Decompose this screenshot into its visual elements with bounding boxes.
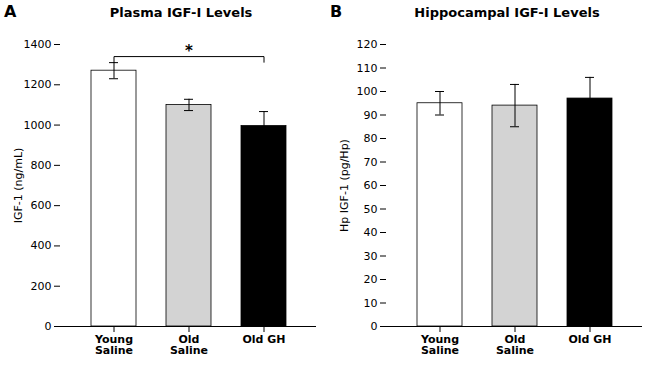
html-text:B: B bbox=[330, 2, 343, 21]
html-text:A: A bbox=[4, 2, 17, 21]
svg-text:YoungSaline: YoungSaline bbox=[94, 333, 133, 357]
svg-text:120: 120 bbox=[357, 38, 378, 51]
svg-text:Old GH: Old GH bbox=[568, 333, 611, 346]
svg-text:YoungSaline: YoungSaline bbox=[420, 333, 459, 357]
svg-text:OldSaline: OldSaline bbox=[170, 333, 208, 357]
svg-text:IGF-1 (ng/mL): IGF-1 (ng/mL) bbox=[12, 148, 25, 224]
svg-text:1400: 1400 bbox=[24, 38, 52, 51]
svg-text:*: * bbox=[185, 42, 193, 60]
svg-text:400: 400 bbox=[31, 239, 52, 252]
svg-text:110: 110 bbox=[357, 62, 378, 75]
svg-text:1000: 1000 bbox=[24, 119, 52, 132]
svg-text:0: 0 bbox=[371, 320, 378, 333]
svg-text:10: 10 bbox=[364, 297, 378, 310]
svg-text:70: 70 bbox=[364, 156, 378, 169]
svg-text:80: 80 bbox=[364, 132, 378, 145]
svg-text:20: 20 bbox=[364, 273, 378, 286]
svg-text:200: 200 bbox=[31, 280, 52, 293]
svg-text:Old GH: Old GH bbox=[242, 333, 285, 346]
svg-text:Hp IGF-1 (pg/Hp): Hp IGF-1 (pg/Hp) bbox=[338, 139, 351, 232]
svg-text:0: 0 bbox=[45, 320, 52, 333]
svg-text:800: 800 bbox=[31, 159, 52, 172]
html-text:Plasma IGF-I Levels: Plasma IGF-I Levels bbox=[109, 5, 253, 20]
html-text:Hippocampal IGF-I Levels: Hippocampal IGF-I Levels bbox=[414, 5, 600, 20]
svg-text:600: 600 bbox=[31, 199, 52, 212]
svg-text:100: 100 bbox=[357, 85, 378, 98]
svg-text:50: 50 bbox=[364, 203, 378, 216]
svg-text:1200: 1200 bbox=[24, 78, 52, 91]
svg-text:90: 90 bbox=[364, 109, 378, 122]
svg-text:40: 40 bbox=[364, 226, 378, 239]
svg-text:OldSaline: OldSaline bbox=[496, 333, 534, 357]
svg-text:30: 30 bbox=[364, 250, 378, 263]
svg-text:60: 60 bbox=[364, 179, 378, 192]
